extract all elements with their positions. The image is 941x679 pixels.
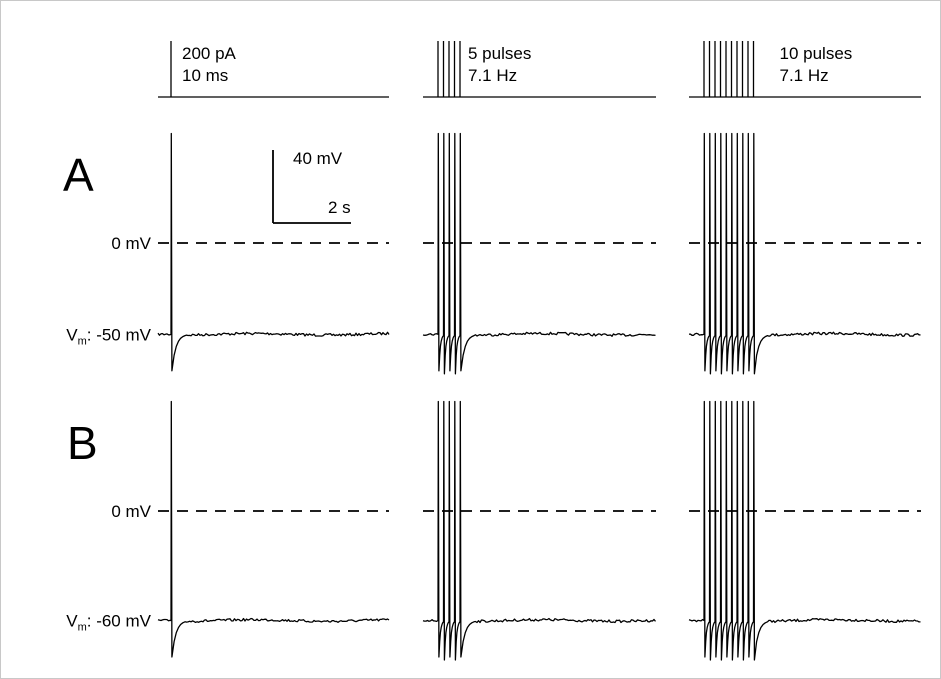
voltage-trace [688,400,921,661]
stimulus-train5: 5 pulses 7.1 Hz [423,41,656,98]
trace-single [157,400,390,658]
panel-label: A [63,149,94,201]
stimulus-single: 200 pA 10 ms [158,41,389,98]
scale-bar: 40 mV 2 s [272,149,351,224]
trace-single [157,132,390,372]
stimulus-label-line2: 7.1 Hz [780,66,829,85]
voltage-trace [688,132,921,375]
stimulus-train10: 10 pulses 7.1 Hz [689,41,921,98]
zero-mv-label: 0 mV [111,502,151,521]
panel-B: B 0 mV Vm: -60 mV [66,400,921,661]
stimulus-label-line2: 7.1 Hz [468,66,517,85]
stimulus-label-line1: 200 pA [182,44,237,63]
stimulus-label-line1: 5 pulses [468,44,531,63]
voltage-trace [157,132,390,372]
trace-train10 [688,132,921,375]
scale-bar-time-label: 2 s [328,198,351,217]
voltage-trace [422,400,657,661]
scale-bar-voltage-label: 40 mV [293,149,343,168]
voltage-trace [157,400,390,658]
zero-mv-label: 0 mV [111,234,151,253]
stimulus-label-line1: 10 pulses [780,44,853,63]
panel-label: B [67,417,98,469]
panel-A: A 0 mV Vm: -50 mV [63,132,921,375]
trace-train5 [422,132,656,375]
trace-rows: A 0 mV Vm: -50 mV B 0 mV Vm: -60 mV [63,132,921,661]
stimulus-label-line2: 10 ms [182,66,228,85]
trace-train5 [422,400,657,661]
trace-train10 [688,400,921,661]
baseline-label: Vm: -60 mV [66,612,151,634]
baseline-label: Vm: -50 mV [66,325,151,347]
voltage-trace [422,132,656,375]
stimulus-row: 200 pA 10 ms 5 pulses 7.1 Hz 10 pulses 7.1 Hz [158,41,921,98]
